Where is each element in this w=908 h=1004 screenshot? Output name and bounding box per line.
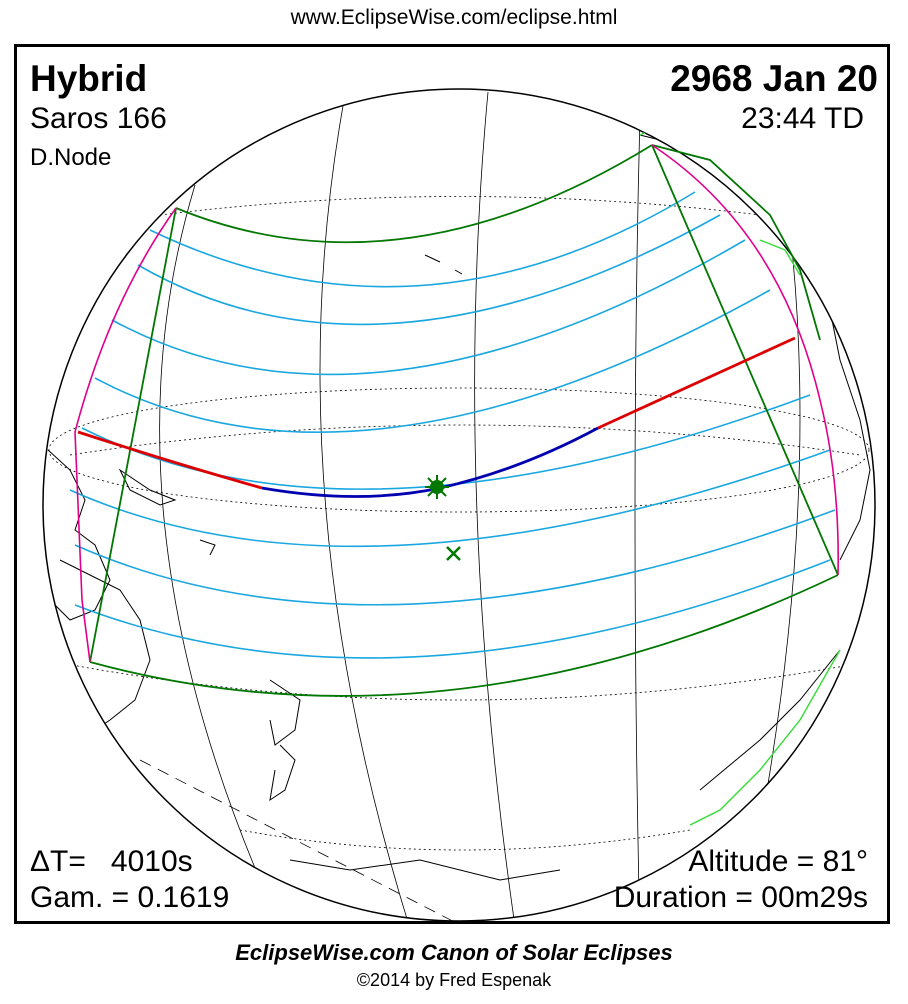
partial-eclipse-lines: [69, 191, 836, 659]
saros-number: Saros 166: [30, 102, 167, 135]
duration-value: Duration = 00m29s: [613, 881, 868, 914]
graticule: [48, 91, 870, 921]
source-url: www.EclipseWise.com/eclipse.html: [290, 6, 618, 29]
footer-copyright: ©2014 by Fred Espenak: [356, 970, 552, 990]
eclipse-type: Hybrid: [30, 58, 148, 99]
altitude-value: Altitude = 81°: [688, 845, 868, 878]
coastlines: [47, 134, 871, 881]
central-line: [77, 336, 796, 498]
rise-set-curves: [74, 144, 839, 663]
footer-title: EclipseWise.com Canon of Solar Eclipses: [235, 940, 673, 965]
path-limits: [89, 144, 839, 697]
eclipse-time: 23:44 TD: [741, 102, 864, 135]
gamma-value: Gam. = 0.1619: [30, 881, 230, 914]
node-label: D.Node: [30, 144, 112, 171]
cross-icon: [446, 546, 461, 561]
sunburst-icon: [425, 475, 449, 499]
central-line-annular-east: [597, 336, 796, 430]
delta-t: ΔT= 4010s: [30, 845, 193, 878]
eclipse-date: 2968 Jan 20: [670, 58, 878, 99]
coast-green: [159, 124, 841, 826]
central-line-annular-west: [77, 430, 263, 490]
globe-outline: [42, 88, 876, 922]
